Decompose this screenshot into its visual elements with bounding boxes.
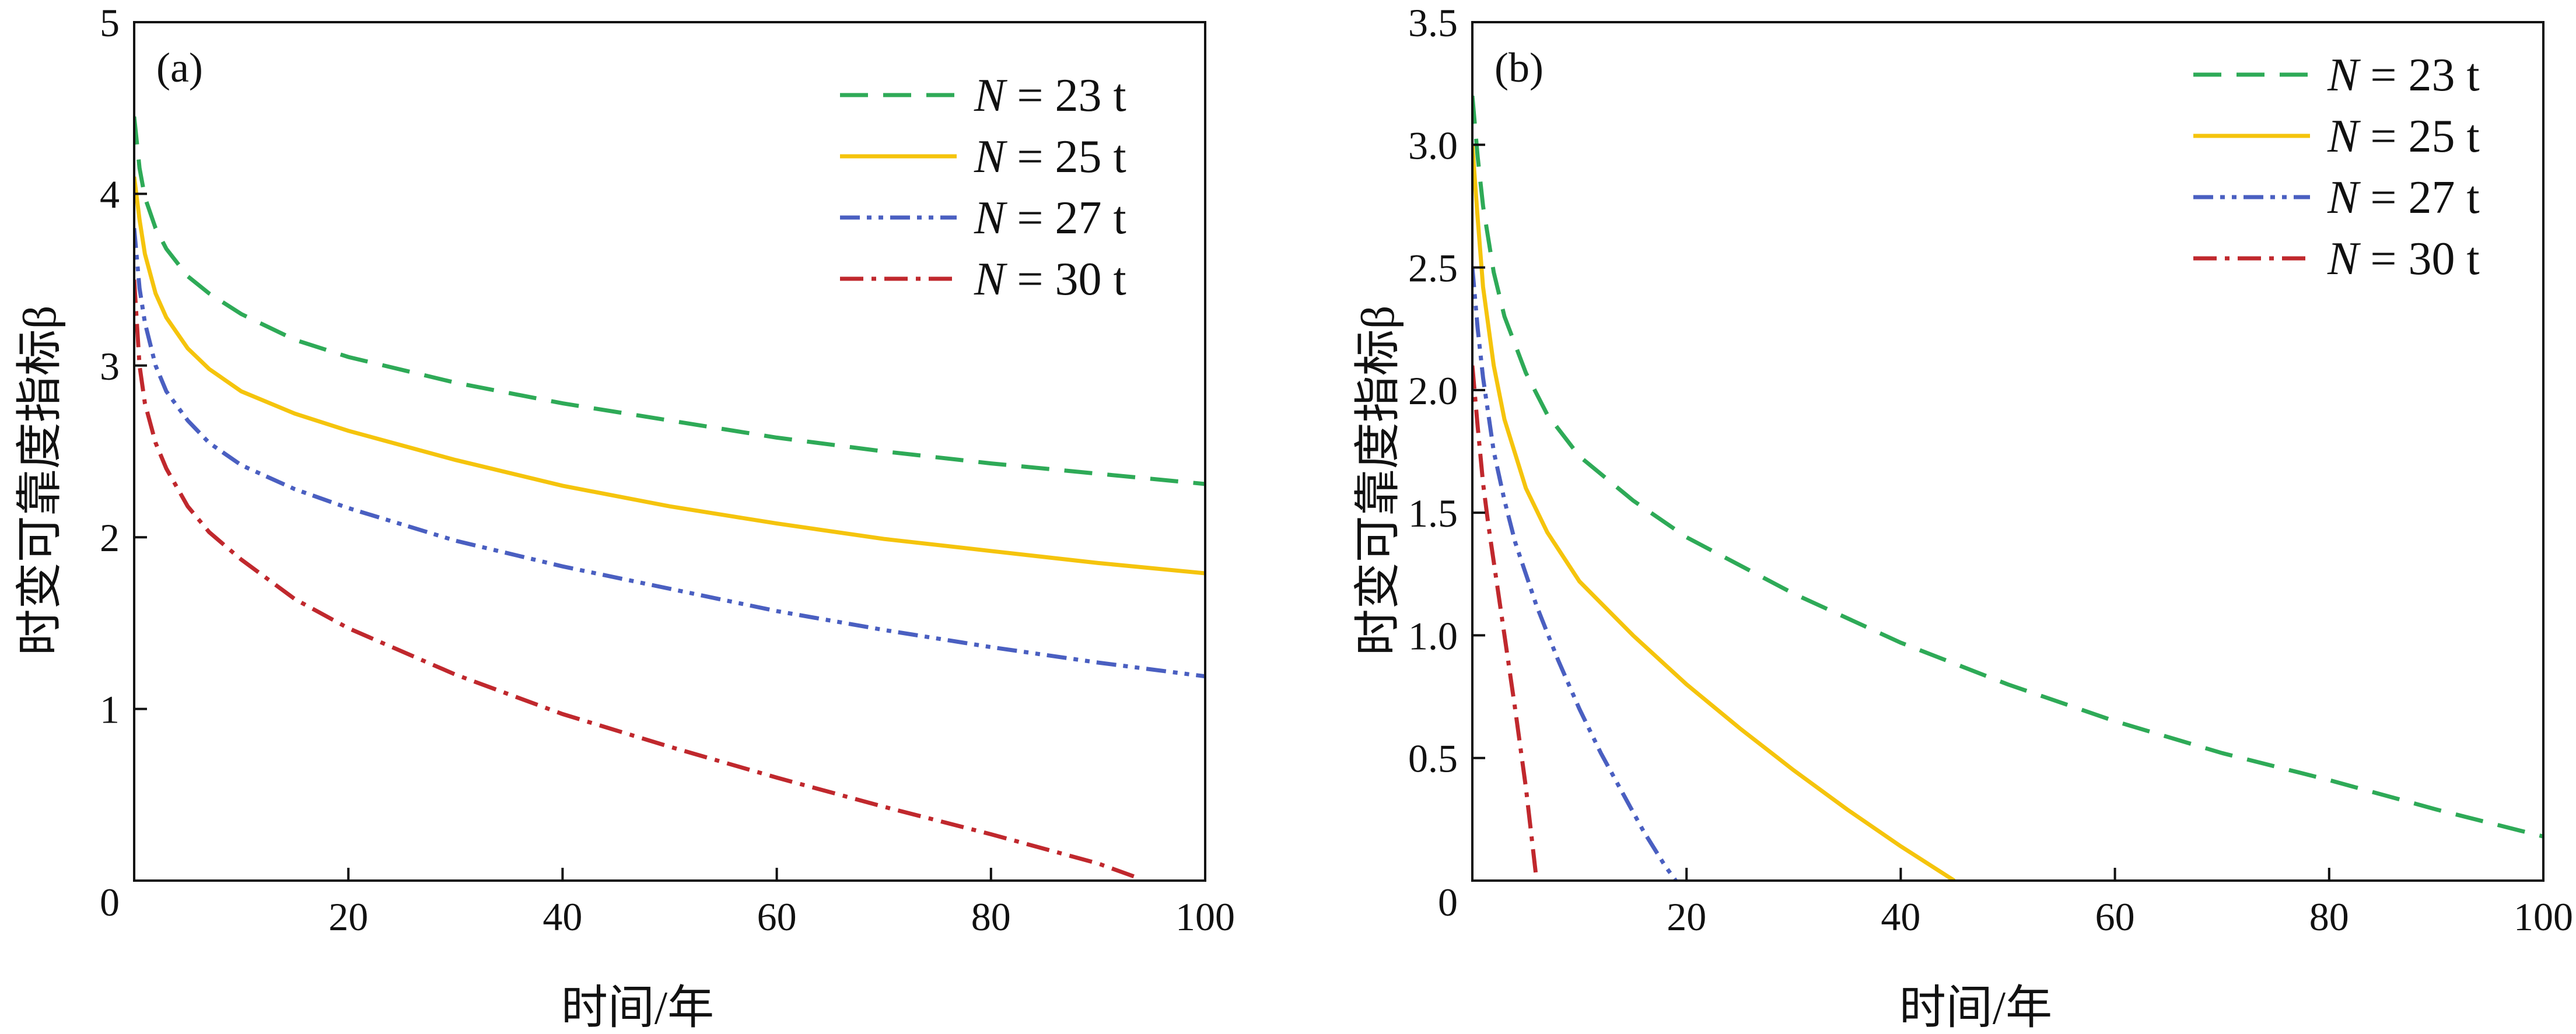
legend-label-a-2: N = 25 t	[974, 131, 1126, 183]
y-tick-label-b-2: 1.0	[1408, 614, 1458, 658]
series-line-a-4	[134, 279, 1142, 881]
y-tick-label-b-5: 2.5	[1408, 246, 1458, 290]
x-tick-label-a-2: 60	[757, 895, 797, 939]
y-tick-label-b-7: 3.5	[1408, 1, 1458, 45]
series-line-b-1	[1472, 95, 2543, 839]
legend-label-b-3: N = 27 t	[2327, 172, 2480, 223]
legend-label-a-1: N = 23 t	[974, 70, 1126, 121]
series-line-b-4	[1472, 365, 1539, 881]
y-axis-title-a: 时变可靠度指标β	[15, 306, 66, 656]
legend-a: N = 23 t N = 25 t N = 27 t N = 30 t	[840, 70, 1126, 305]
panel-label-a: (a)	[156, 44, 203, 91]
x-tick-label-a-3: 80	[971, 895, 1011, 939]
legend-b: N = 23 t N = 25 t N = 27 t N = 30 t	[2193, 50, 2480, 285]
y-tick-label-b-0: 0	[1438, 880, 1458, 924]
x-tick-label-a-0: 20	[328, 895, 368, 939]
x-tick-label-b-0: 20	[1667, 895, 1706, 939]
x-tick-label-b-2: 60	[2095, 895, 2135, 939]
series-line-b-2	[1472, 145, 1956, 881]
y-tick-label-b-1: 0.5	[1408, 737, 1458, 781]
legend-label-a-3: N = 27 t	[974, 192, 1126, 244]
y-tick-label-b-4: 2.0	[1408, 369, 1458, 413]
y-tick-label-b-6: 3.0	[1408, 123, 1458, 167]
x-axis-title-a: 时间/年	[561, 983, 714, 1034]
y-tick-label-a-2: 2	[100, 516, 120, 560]
series-line-a-3	[134, 227, 1205, 679]
y-axis-title-b: 时变可靠度指标β	[1353, 306, 1404, 656]
plot-frame-b	[1471, 21, 2544, 882]
panel-label-b: (b)	[1494, 44, 1544, 91]
y-tick-label-a-5: 5	[100, 1, 120, 45]
x-tick-label-a-4: 100	[1175, 895, 1235, 939]
x-tick-label-a-1: 40	[542, 895, 582, 939]
x-tick-label-b-3: 80	[2309, 895, 2349, 939]
y-tick-label-a-1: 1	[100, 688, 120, 732]
chart-panel-a: 20 40 60 80 100 0 1 2 3 4 5 时间/年 时变可靠度指标β (a) N = 23 t…	[15, 1, 1235, 1034]
x-tick-label-b-1: 40	[1881, 895, 1920, 939]
y-tick-label-a-4: 4	[100, 172, 120, 216]
plot-frame-a	[133, 21, 1206, 882]
x-tick-label-b-4: 100	[2514, 895, 2573, 939]
series-line-a-1	[134, 116, 1205, 486]
series-line-a-2	[134, 176, 1205, 576]
chart-panel-b: 20 40 60 80 100 0 0.5 1.0 1.5 2.0 2.5 3.0 3.5 时间/年 时变可…	[1353, 1, 2573, 1034]
y-tick-label-a-0: 0	[100, 880, 120, 924]
legend-label-a-4: N = 30 t	[974, 254, 1126, 305]
x-axis-title-b: 时间/年	[1899, 983, 2052, 1034]
y-tick-label-a-3: 3	[100, 344, 120, 388]
legend-label-b-2: N = 25 t	[2327, 111, 2480, 162]
legend-label-b-4: N = 30 t	[2327, 233, 2480, 285]
legend-label-b-1: N = 23 t	[2327, 50, 2480, 101]
y-tick-label-b-3: 1.5	[1408, 491, 1458, 535]
